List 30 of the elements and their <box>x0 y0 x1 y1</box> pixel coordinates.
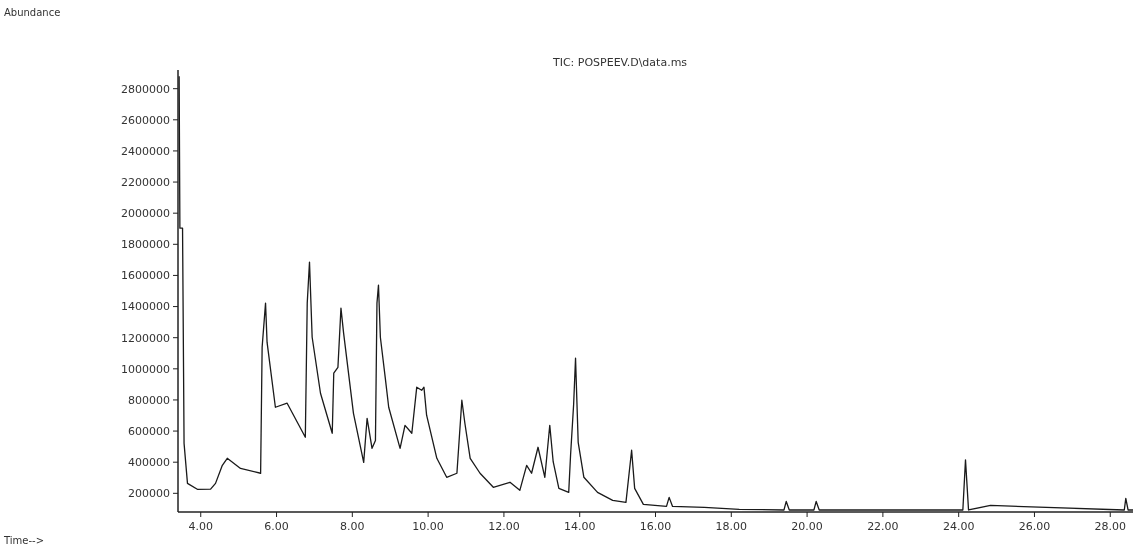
x-tick-label: 26.00 <box>1018 520 1051 533</box>
y-tick-label: 200000 <box>128 487 170 501</box>
y-tick-label: 2600000 <box>121 113 170 127</box>
y-tick-label: 2200000 <box>121 175 170 189</box>
y-tick-label: 2000000 <box>121 207 170 221</box>
x-tick-label: 4.00 <box>188 520 213 533</box>
x-tick-label: 12.00 <box>488 520 520 533</box>
x-tick-label: 24.00 <box>942 520 975 533</box>
y-tick-label: 2800000 <box>121 82 170 96</box>
y-tick-label: 400000 <box>128 456 170 470</box>
y-tick-label: 1200000 <box>121 331 170 345</box>
chart-title: TIC: POSPEEV.D\data.ms <box>551 56 688 69</box>
x-tick-label: 18.00 <box>715 520 748 533</box>
x-tick-label: 28.00 <box>1094 520 1127 533</box>
text: Abundance <box>4 7 61 18</box>
y-tick-label: 1400000 <box>121 300 170 314</box>
y-tick-label: 1000000 <box>121 362 170 376</box>
x-tick-label: 16.00 <box>639 520 672 533</box>
y-tick-label: 2400000 <box>121 144 170 158</box>
text: Time--> <box>3 535 45 546</box>
y-tick-label: 1800000 <box>121 238 170 252</box>
y-tick-label: 1600000 <box>121 269 170 283</box>
x-tick-label: 22.00 <box>867 520 899 533</box>
x-tick-label: 14.00 <box>563 520 596 533</box>
x-tick-label: 10.00 <box>412 520 444 533</box>
x-tick-label: 6.00 <box>264 520 289 533</box>
y-tick-label: 800000 <box>128 393 170 407</box>
x-tick-label: 8.00 <box>340 520 365 533</box>
x-tick-label: 20.00 <box>791 520 823 533</box>
y-tick-label: 600000 <box>128 424 170 438</box>
